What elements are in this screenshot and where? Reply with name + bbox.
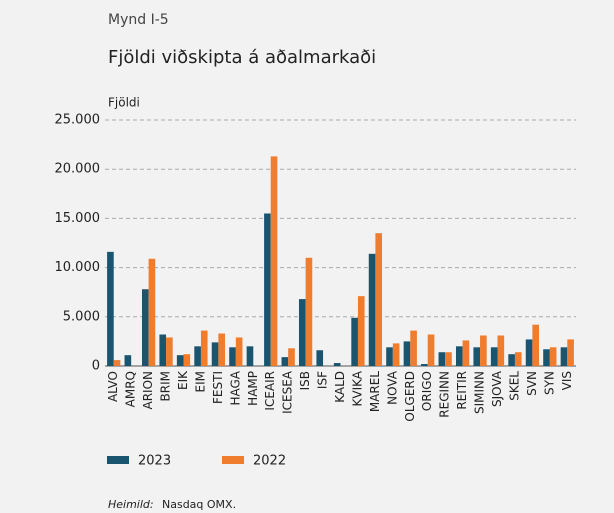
bar [497, 335, 505, 366]
bar [264, 213, 271, 366]
bar [333, 363, 341, 366]
x-tick-label: EIK [176, 370, 190, 390]
bar [200, 330, 208, 366]
x-tick-label: HAGA [228, 370, 242, 405]
x-tick-label: ARION [141, 371, 155, 410]
bar [549, 347, 557, 366]
x-tick-label: ISB [298, 371, 312, 390]
bar [357, 296, 365, 366]
x-tick-label: ICEAIR [263, 371, 277, 411]
bar [148, 258, 156, 366]
y-tick-label: 20.000 [55, 162, 101, 177]
bar [211, 342, 219, 366]
bar [543, 349, 550, 366]
x-tick-label: SVN [525, 371, 539, 396]
bar [386, 347, 393, 366]
x-tick-label: MAREL [368, 371, 382, 412]
bar [462, 340, 470, 366]
chart-title: Fjöldi viðskipta á aðalmarkaði [108, 47, 376, 68]
y-tick-label: 15.000 [55, 211, 101, 226]
bar [166, 337, 173, 366]
bar [567, 339, 574, 366]
x-tick-label: NOVA [385, 370, 399, 405]
x-tick-label: AMRQ [124, 371, 138, 407]
x-tick-label: FESTI [211, 371, 225, 404]
bar [445, 352, 452, 366]
bar [113, 360, 121, 366]
bar [246, 346, 254, 366]
bar [421, 364, 428, 366]
x-tick-label: SJOVA [490, 370, 504, 407]
bar [410, 330, 417, 366]
bar [218, 333, 226, 366]
bar [183, 354, 191, 366]
bar [159, 334, 167, 366]
bar [403, 341, 411, 366]
bar [392, 343, 400, 366]
x-tick-label: SKEL [507, 371, 521, 401]
x-tick-label: ISF [316, 371, 330, 389]
x-tick-label: HAMP [246, 371, 260, 406]
bar [375, 233, 383, 366]
y-axis-label: Fjöldi [108, 96, 140, 110]
figure-label: Mynd I-5 [108, 12, 169, 28]
bar [124, 355, 132, 366]
x-tick-label: KALD [333, 371, 347, 403]
bar [455, 346, 463, 366]
bar [490, 347, 498, 366]
legend-label: 2022 [253, 454, 286, 469]
bar [107, 251, 114, 366]
bar [351, 317, 358, 366]
x-tick-label: VIS [560, 371, 574, 390]
bar [288, 348, 295, 366]
bar [270, 156, 278, 366]
x-tick-label: OLGERD [403, 371, 417, 422]
bar [235, 337, 243, 366]
x-tick-label: REGINN [438, 371, 452, 418]
bar [532, 324, 540, 366]
y-tick-label: 25.000 [55, 113, 101, 128]
x-tick-label: EIM [193, 371, 207, 392]
y-tick-label: 5.000 [63, 309, 100, 324]
x-tick-label: SYN [542, 371, 556, 395]
x-tick-label: KVIKA [350, 370, 364, 406]
y-tick-label: 10.000 [55, 260, 101, 275]
bar [473, 347, 481, 366]
bar [438, 352, 446, 366]
legend-label: 2023 [138, 454, 171, 469]
bar [368, 253, 376, 366]
source-label: Heimild: [108, 498, 154, 511]
bar [298, 299, 306, 366]
legend-swatch [222, 456, 244, 464]
x-tick-label: BRIM [159, 371, 173, 401]
bar [316, 350, 324, 366]
legend-swatch [107, 456, 129, 464]
x-tick-label: REITIR [455, 371, 469, 410]
bar [514, 352, 522, 366]
bar [480, 335, 487, 366]
source: Nasdaq OMX. [162, 498, 236, 511]
bar [305, 257, 313, 366]
bar [229, 347, 236, 366]
bar [141, 289, 149, 366]
bar [281, 357, 289, 366]
x-tick-label: SIMINN [473, 371, 487, 414]
y-tick-label: 0 [92, 359, 100, 374]
bar [194, 346, 201, 366]
bar [427, 334, 435, 366]
bar [525, 339, 533, 366]
bar [560, 347, 568, 366]
bar [176, 355, 184, 366]
x-tick-label: ALVO [106, 371, 120, 402]
x-tick-label: ICESEA [281, 370, 295, 414]
x-tick-label: ORIGO [420, 371, 434, 411]
bar [508, 354, 515, 366]
